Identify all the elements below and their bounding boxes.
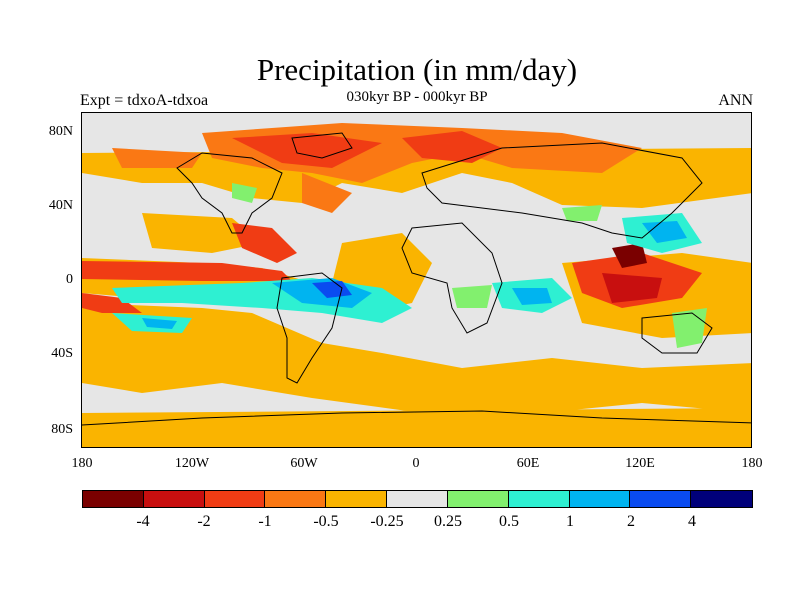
experiment-label: Expt = tdxoA-tdxoa xyxy=(80,92,209,109)
colorbar-swatch xyxy=(143,491,205,507)
colorbar xyxy=(82,490,753,508)
colorbar-label: 2 xyxy=(627,513,635,530)
colorbar-swatch xyxy=(630,491,692,507)
colorbar-swatch xyxy=(83,491,144,507)
x-tick-label: 180 xyxy=(71,456,93,471)
colorbar-swatch xyxy=(447,491,509,507)
colorbar-label: -0.25 xyxy=(370,513,404,530)
colorbar-label: -2 xyxy=(197,513,211,530)
colorbar-swatch xyxy=(265,491,327,507)
coastlines xyxy=(82,132,751,426)
colorbar-swatch xyxy=(204,491,266,507)
colorbar-label: 1 xyxy=(566,513,574,530)
y-tick-label: 40N xyxy=(48,198,73,213)
colorbar-label: 0.25 xyxy=(434,513,462,530)
map-svg xyxy=(82,123,751,447)
y-tick-label: 80N xyxy=(48,124,73,139)
y-tick-label: 0 xyxy=(66,272,73,287)
colorbar-label: 4 xyxy=(688,513,696,530)
y-tick-label: 80S xyxy=(51,422,73,437)
colorbar-swatch xyxy=(387,491,448,507)
wet-anomaly-fields xyxy=(112,183,707,348)
colorbar-swatch xyxy=(569,491,631,507)
strong-dry-anomaly-fields xyxy=(82,123,702,313)
map-subtitle: 030kyr BP - 000kyr BP xyxy=(346,89,488,105)
y-tick-label: 40S xyxy=(51,346,73,361)
x-tick-label: 120W xyxy=(174,456,210,471)
precipitation-map xyxy=(81,112,752,448)
x-tick-label: 120E xyxy=(625,456,655,471)
x-tick-label: 60E xyxy=(516,456,540,471)
x-tick-label: 0 xyxy=(412,456,420,471)
colorbar-label: -4 xyxy=(136,513,150,530)
colorbar-swatch xyxy=(508,491,570,507)
season-label: ANN xyxy=(718,92,753,109)
map-title: Precipitation (in mm/day) xyxy=(256,52,578,87)
colorbar-swatch xyxy=(326,491,388,507)
colorbar-label: -0.5 xyxy=(313,513,339,530)
x-tick-label: 180 xyxy=(741,456,763,471)
x-tick-label: 60W xyxy=(290,456,318,471)
colorbar-label: -1 xyxy=(258,513,272,530)
colorbar-label: 0.5 xyxy=(499,513,519,530)
colorbar-swatch xyxy=(691,491,752,507)
